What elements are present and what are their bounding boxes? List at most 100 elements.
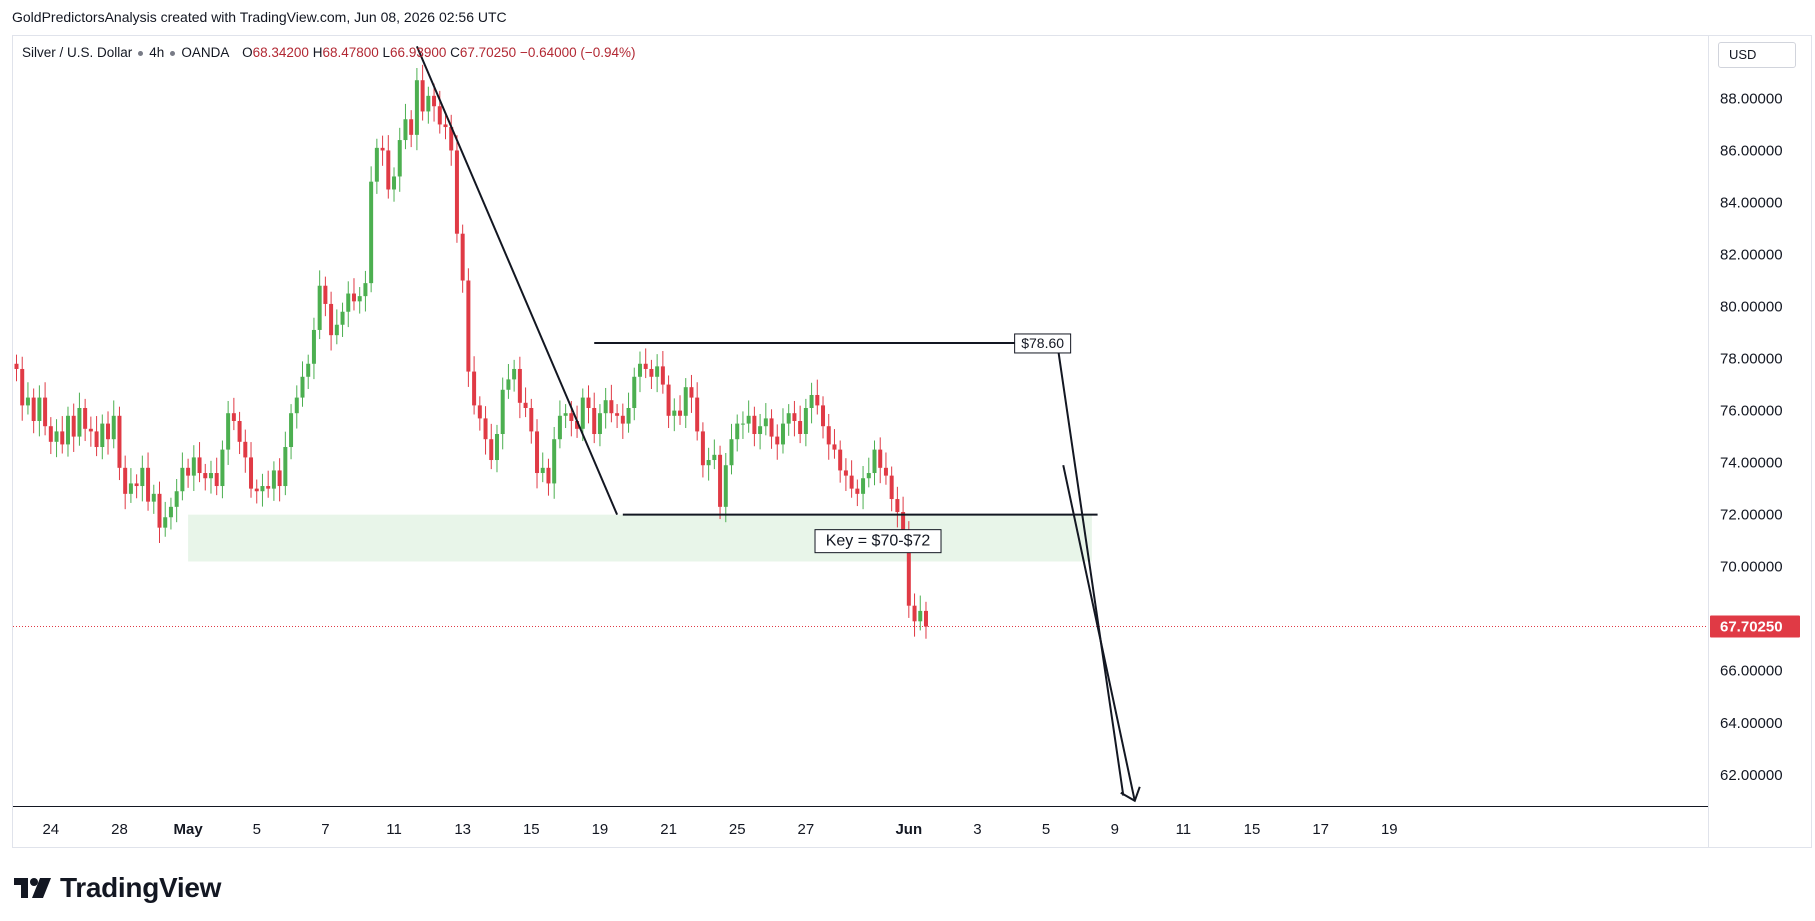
candle-body bbox=[849, 475, 854, 489]
change-value: −0.64000 (−0.94%) bbox=[519, 45, 636, 60]
candle-body bbox=[626, 407, 631, 424]
candle-body bbox=[700, 431, 705, 466]
candle-up bbox=[357, 287, 362, 314]
candle-down bbox=[231, 397, 236, 431]
candle-down bbox=[609, 384, 614, 423]
candle-down bbox=[351, 278, 356, 311]
candle-body bbox=[729, 439, 734, 466]
candle-body bbox=[20, 368, 25, 406]
candle-body bbox=[317, 285, 322, 330]
candle-body bbox=[392, 176, 397, 190]
candle-down bbox=[157, 481, 162, 544]
candle-body bbox=[191, 457, 196, 476]
low-value: 66.93900 bbox=[390, 45, 447, 60]
candle-body bbox=[226, 413, 231, 450]
candle-down bbox=[460, 224, 465, 293]
candle-down bbox=[323, 276, 328, 317]
candle-down bbox=[71, 403, 76, 452]
candle-up bbox=[557, 400, 562, 449]
candle-down bbox=[838, 440, 843, 483]
candle-body bbox=[512, 368, 517, 380]
candle-body bbox=[409, 119, 414, 135]
candle-down bbox=[449, 114, 454, 166]
x-tick-label: 13 bbox=[454, 821, 471, 838]
candle-body bbox=[283, 447, 288, 487]
target-projection-line[interactable] bbox=[1062, 465, 1136, 802]
candle-body bbox=[106, 423, 111, 440]
candle-body bbox=[563, 413, 568, 416]
candle-down bbox=[695, 382, 700, 441]
candle-up bbox=[712, 439, 717, 470]
candle-down bbox=[266, 470, 271, 498]
candle-body bbox=[535, 431, 540, 474]
candle-body bbox=[689, 387, 694, 398]
candle-down bbox=[60, 416, 65, 454]
candle-up bbox=[37, 385, 42, 437]
candle-body bbox=[88, 428, 93, 432]
candle-up bbox=[306, 354, 311, 390]
legend-dot bbox=[138, 50, 144, 56]
candle-body bbox=[540, 467, 545, 474]
y-tick-label: 78.00000 bbox=[1720, 351, 1783, 368]
y-tick-label: 80.00000 bbox=[1720, 299, 1783, 316]
candle-body bbox=[632, 376, 637, 408]
currency-selector[interactable]: USD bbox=[1718, 42, 1796, 68]
candle-up bbox=[163, 501, 168, 537]
candle-up bbox=[317, 270, 322, 340]
candle-up bbox=[191, 445, 196, 491]
candle-body bbox=[615, 413, 620, 416]
candle-body bbox=[580, 397, 585, 429]
candle-up bbox=[289, 404, 294, 460]
key-label-box[interactable] bbox=[814, 529, 942, 554]
x-tick-label: 25 bbox=[729, 821, 746, 838]
candle-down bbox=[489, 423, 494, 470]
candle-up bbox=[740, 411, 745, 439]
chart-author-header: GoldPredictorsAnalysis created with Trad… bbox=[12, 9, 507, 25]
breakdown-projection-line[interactable] bbox=[1056, 345, 1125, 796]
y-tick-label: 88.00000 bbox=[1720, 90, 1783, 107]
candle-up bbox=[271, 461, 276, 501]
tradingview-wordmark: TradingView bbox=[60, 872, 222, 903]
candle-down bbox=[88, 416, 93, 447]
y-tick-label: 70.00000 bbox=[1720, 559, 1783, 576]
candle-body bbox=[889, 475, 894, 500]
x-tick-label: 5 bbox=[253, 821, 261, 838]
candle-body bbox=[506, 379, 511, 390]
candle-down bbox=[329, 291, 334, 351]
candle-up bbox=[346, 281, 351, 328]
candle-body bbox=[620, 415, 625, 424]
exchange-label: OANDA bbox=[181, 45, 229, 60]
candle-body bbox=[637, 363, 642, 377]
y-tick-label: 76.00000 bbox=[1720, 403, 1783, 420]
chart-frame bbox=[12, 35, 1812, 848]
candle-body bbox=[65, 415, 70, 445]
interval-label[interactable]: 4h bbox=[149, 45, 165, 60]
candle-body bbox=[786, 413, 791, 424]
candle-body bbox=[489, 439, 494, 461]
candle-body bbox=[231, 413, 236, 421]
downtrend-line[interactable] bbox=[415, 46, 619, 516]
candle-body bbox=[340, 311, 345, 325]
candle-body bbox=[123, 467, 128, 494]
tradingview-brand[interactable]: TradingView bbox=[14, 872, 221, 904]
candle-down bbox=[94, 416, 99, 457]
candle-body bbox=[77, 407, 82, 437]
candle-body bbox=[71, 415, 76, 437]
candle-up bbox=[803, 398, 808, 447]
y-tick-label: 82.00000 bbox=[1720, 247, 1783, 264]
candle-body bbox=[300, 376, 305, 398]
candle-body bbox=[918, 610, 923, 622]
y-tick-label: 64.00000 bbox=[1720, 715, 1783, 732]
candle-body bbox=[878, 449, 883, 468]
x-tick-label: 28 bbox=[111, 821, 128, 838]
candle-down bbox=[106, 411, 111, 455]
candle-up bbox=[392, 167, 397, 202]
candle-down bbox=[895, 486, 900, 528]
candle-up bbox=[637, 351, 642, 393]
candle-body bbox=[609, 400, 614, 414]
current-price-tag[interactable] bbox=[1710, 615, 1800, 638]
candle-body bbox=[460, 233, 465, 281]
resistance-label-box[interactable] bbox=[1014, 333, 1072, 354]
candle-down bbox=[832, 429, 837, 459]
